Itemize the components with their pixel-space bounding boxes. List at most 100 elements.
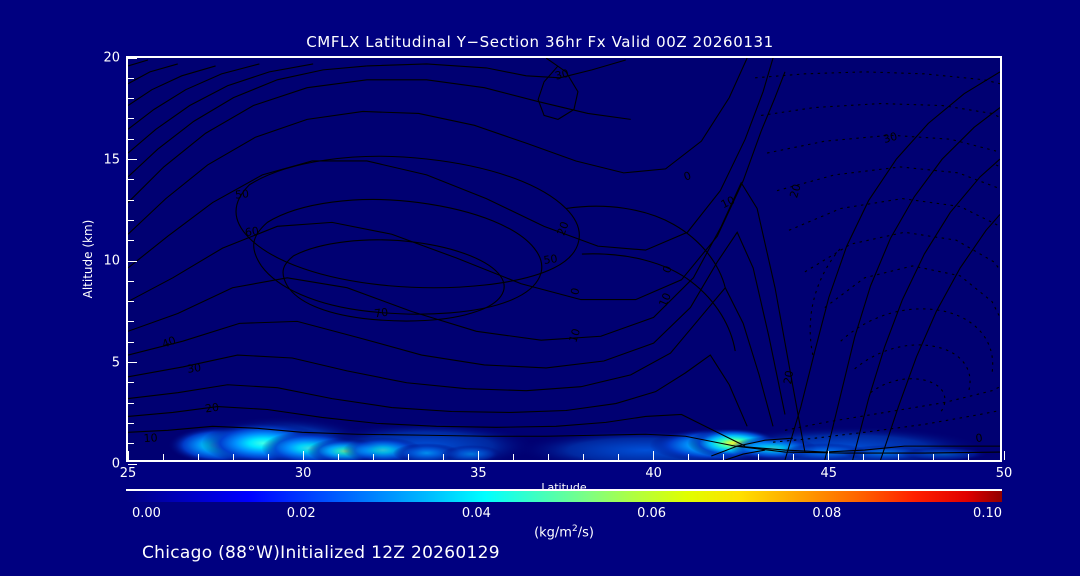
x-tickmark	[407, 454, 409, 460]
svg-text:10: 10	[719, 193, 737, 211]
colorbar-units: (kg/m2/s)	[126, 524, 1002, 540]
y-tickmark	[128, 301, 134, 303]
svg-text:0: 0	[975, 431, 984, 445]
y-tickmark	[128, 321, 134, 323]
cross-section-plot: 30 30 50 60 70 50 40 30 20 10 0 20 10 0 …	[128, 58, 1000, 460]
y-tickmark	[128, 57, 137, 59]
x-tickmark	[688, 454, 690, 460]
y-tickmark	[128, 77, 134, 79]
shaded-field	[167, 416, 989, 460]
y-tickmark	[128, 199, 134, 201]
svg-text:20: 20	[787, 182, 803, 199]
x-tickmark	[618, 454, 620, 460]
y-tickmark	[128, 362, 137, 363]
x-tickmark	[863, 454, 865, 460]
y-tickmark	[128, 341, 134, 343]
svg-text:20: 20	[204, 401, 220, 416]
x-tick-label: 25	[119, 466, 137, 481]
x-tick-label: 45	[820, 466, 838, 481]
x-tickmark	[723, 454, 725, 460]
x-tickmark	[1003, 451, 1005, 460]
x-tickmark	[653, 451, 655, 460]
x-tickmark	[898, 454, 900, 460]
x-tickmark	[232, 454, 234, 460]
x-tickmark	[372, 454, 374, 460]
svg-text:10: 10	[566, 327, 583, 344]
x-tickmark	[583, 454, 585, 460]
svg-text:60: 60	[244, 224, 260, 239]
y-tickmark	[128, 219, 134, 221]
svg-text:0: 0	[660, 264, 675, 275]
colorbar: 0.00 0.02 0.04 0.06 0.08 0.10	[126, 489, 1002, 521]
y-tick-label: 20	[103, 50, 120, 66]
y-tick-label: 5	[111, 355, 120, 370]
x-tickmark	[828, 451, 830, 460]
x-tickmark	[758, 454, 760, 460]
svg-text:30: 30	[186, 361, 202, 376]
contour-lines-dotted	[755, 71, 1000, 443]
x-tickmark	[968, 454, 970, 460]
units-exponent: 2	[571, 524, 578, 534]
y-tickmark	[128, 159, 137, 160]
units-head: (kg/m	[534, 525, 572, 541]
contour-lines-solid	[128, 58, 1000, 460]
x-tickmark	[267, 454, 269, 460]
y-tickmark	[128, 179, 134, 181]
colorbar-tick-label: 0.04	[461, 506, 491, 521]
page-title: CMFLX Latitudinal Y−Section 36hr Fx Vali…	[306, 33, 774, 51]
y-tick-label: 10	[103, 253, 120, 269]
y-tickmark	[128, 98, 134, 100]
y-tickmark	[128, 118, 134, 120]
x-tickmark	[477, 451, 479, 460]
x-tick-label: 50	[995, 466, 1013, 481]
y-tick-label: 0	[111, 456, 120, 472]
y-tickmark	[128, 138, 134, 140]
colorbar-tick-label: 0.08	[812, 506, 842, 521]
y-tick-label: 15	[103, 152, 120, 167]
plot-area: 30 30 50 60 70 50 40 30 20 10 0 20 10 0 …	[81, 51, 1012, 482]
contour-labels: 30 30 50 60 70 50 40 30 20 10 0 20 10 0 …	[143, 67, 984, 445]
svg-text:50: 50	[543, 252, 559, 267]
x-tick-label: 40	[645, 466, 662, 481]
y-tickmark	[128, 260, 137, 262]
y-tickmark	[128, 240, 134, 242]
svg-text:50: 50	[234, 187, 249, 201]
x-tickmark	[197, 454, 199, 460]
x-tickmark	[793, 454, 795, 460]
y-tickmark	[128, 382, 134, 384]
x-tickmark	[302, 451, 304, 460]
x-tickmark	[127, 451, 129, 460]
colorbar-tick-label: 0.00	[132, 506, 161, 521]
x-tickmark	[162, 454, 164, 460]
svg-text:20: 20	[781, 369, 796, 385]
colorbar-tick-label: 0.10	[973, 506, 1002, 521]
svg-text:70: 70	[373, 306, 389, 321]
y-tickmark	[128, 280, 134, 282]
y-tickmark	[128, 443, 134, 445]
x-tick-label: 30	[294, 466, 312, 481]
svg-text:30: 30	[554, 67, 571, 83]
x-tickmark	[547, 454, 549, 460]
svg-text:20: 20	[555, 220, 572, 237]
y-tickmark	[128, 422, 134, 424]
units-tail: /s)	[577, 525, 594, 541]
figure-caption: Chicago (88°W)Initialized 12Z 20260129	[142, 543, 500, 563]
x-tickmark	[512, 454, 514, 460]
x-tickmark	[442, 454, 444, 460]
x-tickmark	[933, 454, 935, 460]
colorbar-gradient	[126, 489, 1002, 502]
y-tickmark	[128, 463, 137, 465]
svg-text:0: 0	[568, 286, 582, 296]
colorbar-tick-label: 0.06	[637, 506, 667, 521]
svg-text:40: 40	[160, 334, 178, 351]
svg-text:10: 10	[656, 291, 674, 309]
y-tickmark	[128, 402, 134, 404]
svg-text:0: 0	[682, 169, 693, 184]
svg-text:10: 10	[143, 431, 158, 445]
x-tick-label: 35	[470, 466, 487, 481]
svg-text:30: 30	[882, 130, 899, 146]
x-tickmark	[337, 454, 339, 460]
colorbar-tick-label: 0.02	[286, 506, 316, 521]
y-axis-label: Altitude (km)	[81, 219, 95, 299]
